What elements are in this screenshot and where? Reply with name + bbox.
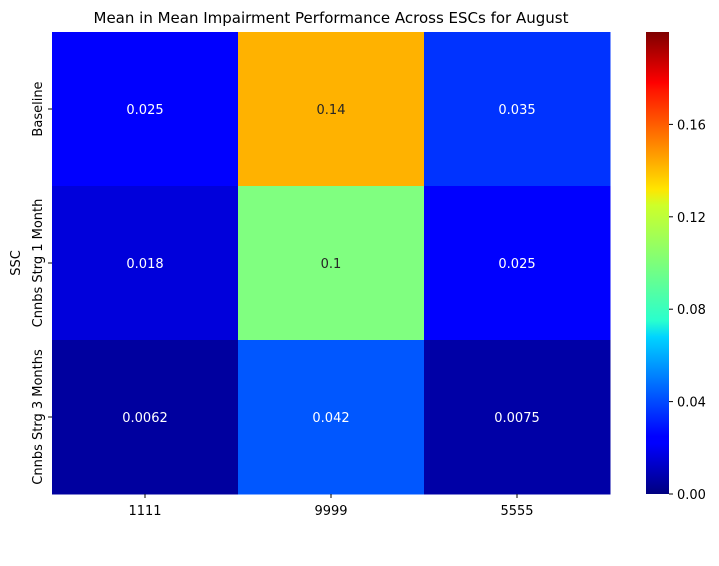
- heatmap-cell: [424, 186, 611, 341]
- colorbar-tick-label: 0.04: [677, 396, 706, 411]
- y-tick-label: Cnnbs Strg 1 Month: [31, 199, 46, 328]
- colorbar-tick-label: 0.16: [677, 118, 706, 133]
- heatmap-cell: [238, 32, 425, 187]
- heatmap-cell: [52, 32, 239, 187]
- colorbar-tick-label: 0.08: [677, 303, 706, 318]
- cell-annotation: 0.0075: [494, 411, 540, 426]
- cell-annotation: 0.035: [498, 103, 535, 118]
- colorbar-ticks: 0.00 0.04 0.08 0.12 0.16: [669, 118, 706, 503]
- cell-annotation: 0.025: [126, 103, 163, 118]
- chart-title: Mean in Mean Impairment Performance Acro…: [94, 9, 569, 27]
- x-tick-label: 5555: [500, 504, 533, 519]
- cell-annotations: 0.025 0.14 0.035 0.018 0.1 0.025 0.0062 0.042 0.…: [122, 103, 540, 426]
- x-tick-label: 9999: [314, 504, 347, 519]
- cell-annotation: 0.1: [321, 257, 342, 272]
- heatmap-cell: [238, 340, 425, 495]
- y-axis-label: SSC: [9, 250, 24, 276]
- colorbar-tick-label: 0.00: [677, 488, 706, 503]
- x-axis-ticks: 1111 9999 5555: [128, 494, 534, 519]
- heatmap-cell: [424, 340, 611, 495]
- heatmap-cell: [238, 186, 425, 341]
- cell-annotation: 0.042: [312, 411, 349, 426]
- heatmap-cell: [52, 340, 239, 495]
- heatmap-cells: [52, 32, 611, 495]
- y-axis-ticks: Baseline Cnnbs Strg 1 Month Cnnbs Strg 3 M…: [31, 81, 52, 485]
- cell-annotation: 0.018: [126, 257, 163, 272]
- cell-annotation: 0.14: [317, 103, 346, 118]
- colorbar: [646, 32, 669, 494]
- heatmap-cell: [52, 186, 239, 341]
- colorbar-tick-label: 0.12: [677, 211, 706, 226]
- y-tick-label: Cnnbs Strg 3 Months: [31, 349, 46, 485]
- cell-annotation: 0.0062: [122, 411, 168, 426]
- cell-annotation: 0.025: [498, 257, 535, 272]
- y-tick-label: Baseline: [31, 81, 46, 136]
- x-tick-label: 1111: [128, 504, 161, 519]
- heatmap-cell: [424, 32, 611, 187]
